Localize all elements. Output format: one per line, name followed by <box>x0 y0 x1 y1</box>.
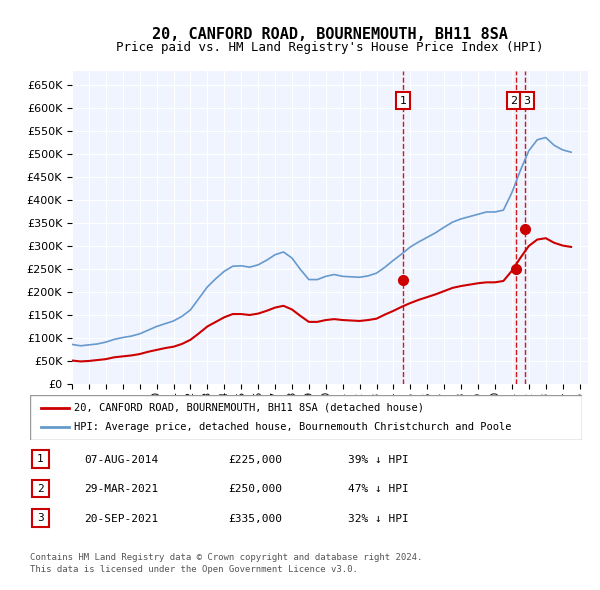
Text: 20-SEP-2021: 20-SEP-2021 <box>84 514 158 523</box>
Text: 07-AUG-2014: 07-AUG-2014 <box>84 455 158 464</box>
Text: 32% ↓ HPI: 32% ↓ HPI <box>348 514 409 523</box>
Text: 47% ↓ HPI: 47% ↓ HPI <box>348 484 409 494</box>
Text: Contains HM Land Registry data © Crown copyright and database right 2024.: Contains HM Land Registry data © Crown c… <box>30 553 422 562</box>
Text: £250,000: £250,000 <box>228 484 282 494</box>
FancyBboxPatch shape <box>32 450 49 468</box>
Text: 39% ↓ HPI: 39% ↓ HPI <box>348 455 409 464</box>
Text: Price paid vs. HM Land Registry's House Price Index (HPI): Price paid vs. HM Land Registry's House … <box>116 41 544 54</box>
Text: 2: 2 <box>37 484 44 493</box>
Text: 3: 3 <box>524 96 530 106</box>
Text: 3: 3 <box>37 513 44 523</box>
Text: This data is licensed under the Open Government Licence v3.0.: This data is licensed under the Open Gov… <box>30 565 358 574</box>
FancyBboxPatch shape <box>32 509 49 527</box>
Text: HPI: Average price, detached house, Bournemouth Christchurch and Poole: HPI: Average price, detached house, Bour… <box>74 422 512 432</box>
Text: 20, CANFORD ROAD, BOURNEMOUTH, BH11 8SA (detached house): 20, CANFORD ROAD, BOURNEMOUTH, BH11 8SA … <box>74 403 424 412</box>
Text: 2: 2 <box>510 96 517 106</box>
Text: 1: 1 <box>400 96 407 106</box>
Text: 1: 1 <box>37 454 44 464</box>
Text: 29-MAR-2021: 29-MAR-2021 <box>84 484 158 494</box>
FancyBboxPatch shape <box>32 480 49 497</box>
FancyBboxPatch shape <box>30 395 582 440</box>
Text: £335,000: £335,000 <box>228 514 282 523</box>
Text: 20, CANFORD ROAD, BOURNEMOUTH, BH11 8SA: 20, CANFORD ROAD, BOURNEMOUTH, BH11 8SA <box>152 27 508 41</box>
Text: £225,000: £225,000 <box>228 455 282 464</box>
